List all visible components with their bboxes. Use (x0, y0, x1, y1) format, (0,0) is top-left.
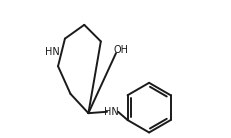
Text: HN: HN (45, 47, 60, 57)
Text: HN: HN (104, 107, 119, 117)
Text: OH: OH (113, 45, 128, 55)
